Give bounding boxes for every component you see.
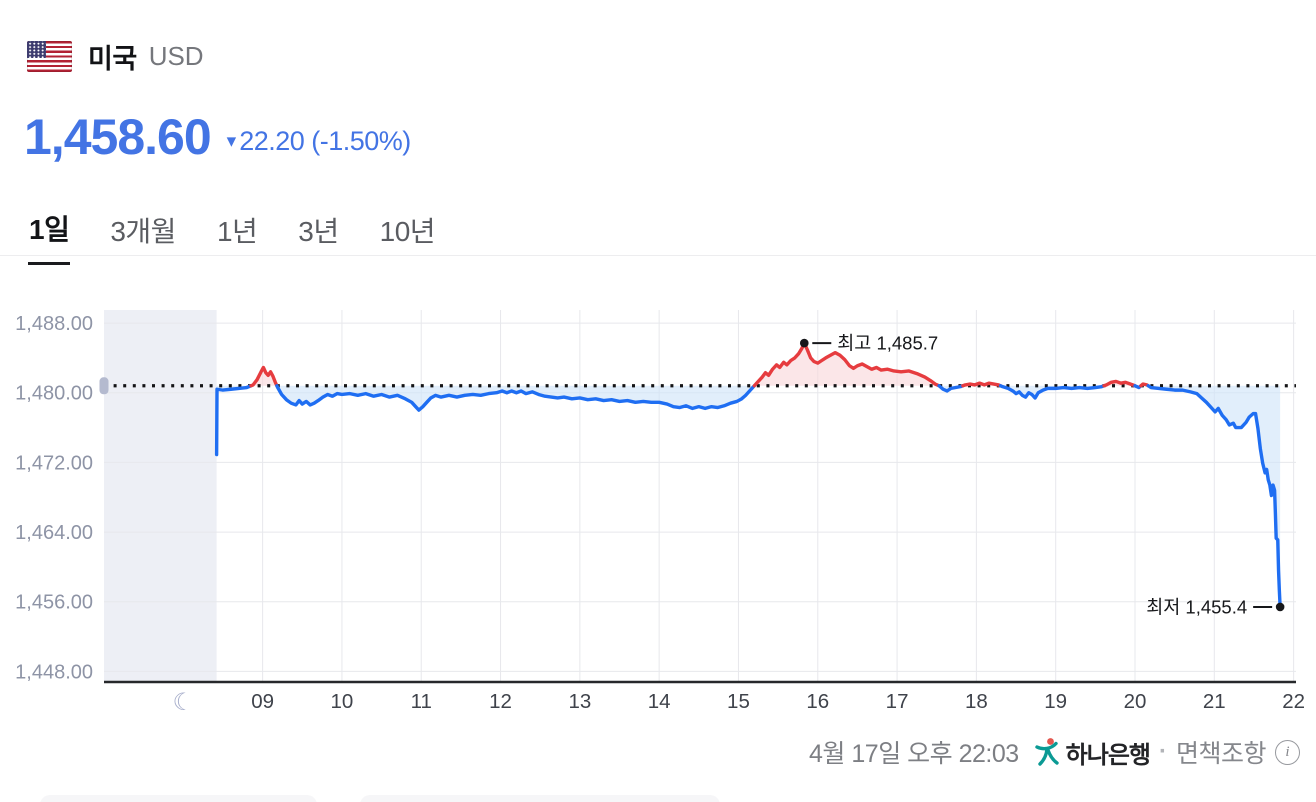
info-icon[interactable]: i xyxy=(1275,739,1300,765)
svg-text:13: 13 xyxy=(568,690,591,713)
down-arrow-icon: ▾ xyxy=(226,130,237,152)
svg-text:1,464.00: 1,464.00 xyxy=(15,522,93,544)
tab-3months[interactable]: 3개월 xyxy=(109,208,177,265)
tab-10years[interactable]: 10년 xyxy=(379,208,436,265)
timestamp: 4월 17일 오후 22:03 xyxy=(809,740,1019,768)
disclaimer-link[interactable]: 면책조항 xyxy=(1175,740,1267,768)
svg-text:최고 1,485.7: 최고 1,485.7 xyxy=(837,333,938,354)
price-row: 1,458.60 ▾ 22.20 (-1.50%) xyxy=(24,108,411,166)
hana-bank-logo: 하나은행 xyxy=(1034,735,1151,770)
tab-1day[interactable]: 1일 xyxy=(28,208,71,265)
svg-text:1,448.00: 1,448.00 xyxy=(15,661,93,683)
svg-text:1,488.00: 1,488.00 xyxy=(15,313,93,335)
svg-text:19: 19 xyxy=(1044,690,1067,713)
us-flag-icon xyxy=(27,41,72,72)
tabs-divider xyxy=(0,255,1316,256)
tab-1year[interactable]: 1년 xyxy=(216,208,258,265)
bottom-button-left[interactable] xyxy=(40,795,317,802)
svg-text:14: 14 xyxy=(648,690,671,713)
svg-text:22: 22 xyxy=(1282,690,1305,713)
svg-text:1,480.00: 1,480.00 xyxy=(15,383,93,405)
svg-text:1,472.00: 1,472.00 xyxy=(15,452,93,474)
footer: 4월 17일 오후 22:03 하나은행 · 면책조항 i xyxy=(809,734,1300,770)
svg-text:1,456.00: 1,456.00 xyxy=(15,592,93,614)
svg-text:20: 20 xyxy=(1124,690,1147,713)
svg-text:10: 10 xyxy=(331,690,354,713)
svg-text:21: 21 xyxy=(1203,690,1226,713)
price-change-value: 22.20 (-1.50%) xyxy=(239,125,411,156)
currency-code: USD xyxy=(148,41,204,71)
dot-separator: · xyxy=(1158,738,1167,765)
price-chart[interactable]: 최고 1,485.7 최저 1,455.4 1,488.00 1,480.00 1,47… xyxy=(0,295,1316,725)
svg-text:☾: ☾ xyxy=(173,689,195,716)
svg-text:18: 18 xyxy=(965,690,988,713)
current-price: 1,458.60 xyxy=(24,109,212,165)
svg-text:17: 17 xyxy=(886,690,909,713)
price-change: ▾ 22.20 (-1.50%) xyxy=(226,125,412,157)
tab-3years[interactable]: 3년 xyxy=(297,208,339,265)
provider-name: 하나은행 xyxy=(1065,741,1151,769)
svg-text:15: 15 xyxy=(727,690,750,713)
currency-header: 미국 USD xyxy=(27,37,204,76)
svg-text:12: 12 xyxy=(489,690,512,713)
period-tabs: 1일 3개월 1년 3년 10년 xyxy=(28,208,436,265)
country-name: 미국 xyxy=(88,44,137,74)
svg-text:16: 16 xyxy=(806,690,829,713)
svg-text:11: 11 xyxy=(411,690,432,713)
bottom-button-right[interactable] xyxy=(360,795,720,802)
svg-text:09: 09 xyxy=(251,690,274,713)
svg-text:최저 1,455.4: 최저 1,455.4 xyxy=(1146,596,1247,617)
hana-figure-icon xyxy=(1034,738,1059,766)
